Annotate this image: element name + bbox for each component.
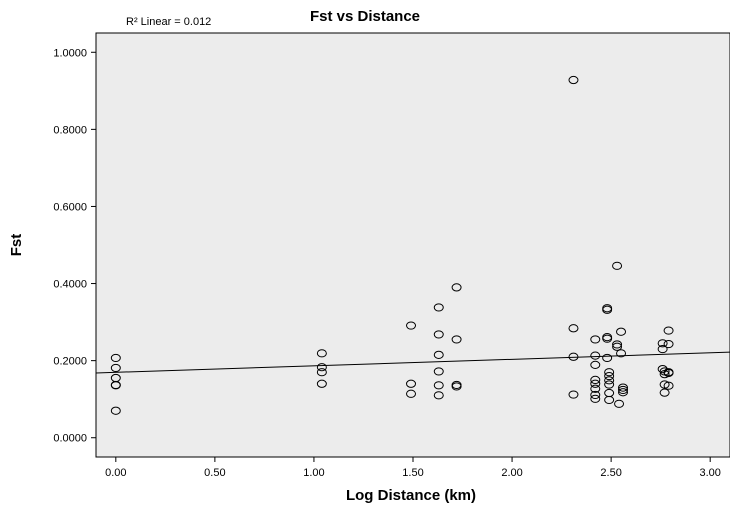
data-point <box>433 367 444 376</box>
data-point <box>568 75 579 85</box>
y-axis-ticks: 0.0000 0.2000 0.4000 0.6000 0.8000 1.0000 <box>53 47 96 445</box>
data-point <box>451 283 462 292</box>
data-point <box>590 384 601 393</box>
data-point <box>433 350 444 359</box>
data-point <box>663 368 674 378</box>
y-tick-label: 0.0000 <box>53 433 87 445</box>
data-point <box>316 368 327 377</box>
data-point <box>604 371 615 381</box>
data-point <box>604 395 615 405</box>
data-point <box>590 379 601 388</box>
y-tick-label: 1.0000 <box>53 47 87 59</box>
chart-title: Fst vs Distance <box>310 8 420 25</box>
data-point <box>663 326 674 335</box>
data-point <box>590 375 601 385</box>
data-point <box>433 381 444 390</box>
data-point <box>406 321 417 330</box>
x-tick-label: 1.00 <box>303 467 324 479</box>
data-point <box>590 335 601 344</box>
data-point <box>612 261 623 270</box>
data-point <box>616 349 627 358</box>
data-point <box>614 399 625 408</box>
y-tick-label: 0.4000 <box>53 279 87 291</box>
data-point <box>604 376 615 385</box>
data-point <box>612 340 623 349</box>
x-axis-ticks: 0.00 0.50 1.00 1.50 2.00 2.50 3.00 <box>105 457 721 479</box>
x-tick-label: 0.00 <box>105 467 126 479</box>
x-tick-label: 1.50 <box>402 467 423 479</box>
data-point <box>568 352 579 361</box>
plot-area <box>95 32 730 458</box>
data-point <box>618 388 629 397</box>
x-tick-label: 2.50 <box>600 467 621 479</box>
data-point <box>602 334 613 343</box>
data-point <box>618 385 629 395</box>
data-point <box>663 381 674 390</box>
data-point <box>602 305 613 314</box>
data-point <box>433 303 444 312</box>
data-point <box>451 382 462 391</box>
data-point <box>604 380 615 389</box>
data-point <box>110 353 121 363</box>
x-tick-label: 3.00 <box>699 467 720 479</box>
y-tick-label: 0.8000 <box>53 124 87 136</box>
data-point <box>602 353 613 363</box>
y-tick-label: 0.2000 <box>53 356 87 368</box>
data-point <box>316 349 327 358</box>
data-point <box>612 342 623 351</box>
data-points <box>110 75 674 415</box>
data-point <box>433 330 444 339</box>
data-point <box>663 339 674 349</box>
data-point <box>618 383 629 392</box>
data-point <box>590 351 601 360</box>
y-tick-label: 0.6000 <box>53 201 87 213</box>
data-point <box>568 390 579 399</box>
data-point <box>590 390 601 400</box>
y-axis-title: Fst <box>8 234 25 257</box>
data-point <box>406 389 417 398</box>
data-point <box>568 324 579 333</box>
data-point <box>110 406 121 415</box>
r-squared-annotation: R² Linear = 0.012 <box>126 16 211 28</box>
data-point <box>590 394 601 403</box>
x-tick-label: 2.00 <box>501 467 522 479</box>
data-point <box>604 368 615 377</box>
data-point <box>110 363 121 373</box>
data-point <box>657 339 668 348</box>
data-point <box>657 344 668 354</box>
data-point <box>433 391 444 400</box>
data-point <box>316 379 327 388</box>
data-point <box>110 381 121 390</box>
data-point <box>659 388 670 397</box>
data-point <box>616 327 627 336</box>
data-point <box>590 360 601 369</box>
x-tick-label: 0.50 <box>204 467 225 479</box>
data-point <box>451 335 462 344</box>
data-point <box>406 379 417 388</box>
x-axis-title: Log Distance (km) <box>346 487 476 504</box>
data-point <box>316 363 327 372</box>
